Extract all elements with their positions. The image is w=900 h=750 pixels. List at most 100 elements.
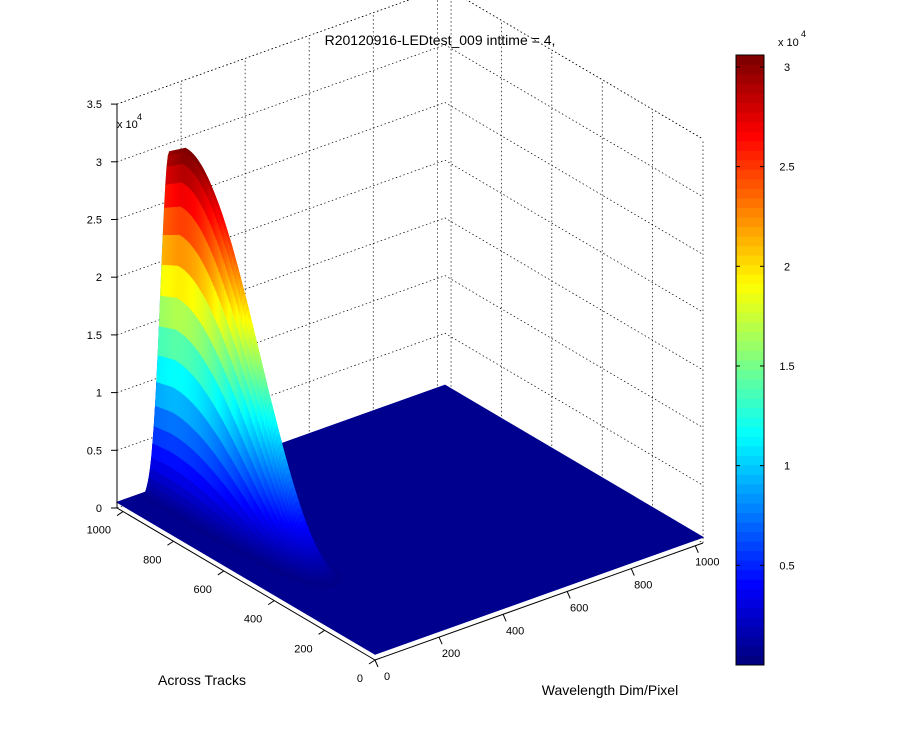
colorbar-segment (736, 617, 764, 628)
colorbar-segment (736, 398, 764, 409)
z-tick-label: 3.5 (87, 99, 102, 111)
y-tick (217, 570, 225, 576)
x-tick (566, 591, 571, 599)
colorbar-segment (736, 569, 764, 580)
colorbar-segment (736, 350, 764, 361)
colorbar-segment (736, 455, 764, 466)
colorbar-segment (736, 474, 764, 485)
colorbar-segment (736, 445, 764, 456)
colorbar-segment (736, 312, 764, 323)
colorbar-segment (736, 169, 764, 180)
x-tick-label: 200 (442, 648, 460, 660)
colorbar-segment (736, 197, 764, 208)
colorbar-tick-label: 0.5 (779, 560, 794, 572)
colorbar-segment (736, 121, 764, 132)
colorbar-segment (736, 407, 764, 418)
y-tick-label: 600 (193, 584, 211, 596)
colorbar-segment (736, 112, 764, 123)
colorbar-segment (736, 483, 764, 494)
y-axis-label: Across Tracks (158, 672, 246, 688)
x-tick (438, 636, 443, 645)
z-multiplier: x 10 (117, 119, 138, 131)
y-tick-label: 0 (357, 673, 363, 685)
z-tick-label: 0 (96, 503, 102, 515)
x-tick (630, 568, 635, 576)
colorbar-segment (736, 55, 764, 66)
colorbar-segment (736, 645, 764, 656)
colorbar-segment (736, 226, 764, 237)
colorbar-segment (736, 426, 764, 437)
x-tick-label: 1000 (695, 557, 719, 569)
colorbar-tick-label: 1 (784, 461, 790, 473)
colorbar-tick-label: 3 (784, 62, 790, 74)
colorbar-segment (736, 464, 764, 475)
colorbar-multiplier-exp: 4 (801, 29, 806, 39)
colorbar-segment (736, 264, 764, 275)
z-tick-label: 2 (96, 272, 102, 284)
z-tick-label: 1.5 (87, 330, 102, 342)
x-tick (374, 659, 379, 668)
z-tick-label: 1 (96, 388, 102, 400)
colorbar-segment (736, 140, 764, 151)
gridline-z (116, 44, 704, 198)
y-tick (167, 540, 174, 546)
y-tick (267, 600, 275, 606)
z-tick-label: 2.5 (87, 215, 102, 227)
colorbar-segment (736, 178, 764, 189)
colorbar-segment (736, 388, 764, 399)
x-axis-label: Wavelength Dim/Pixel (542, 682, 678, 698)
colorbar-segment (736, 302, 764, 313)
colorbar-segment (736, 293, 764, 304)
y-tick-label: 200 (294, 643, 312, 655)
colorbar-segment (736, 245, 764, 256)
colorbar-segment (736, 626, 764, 637)
colorbar-segment (736, 379, 764, 390)
chart-title: R20120916-LEDtest_009 inttime = 4, (325, 32, 556, 48)
colorbar-segment (736, 131, 764, 142)
gridline-z (116, 102, 704, 255)
colorbar-segment (736, 493, 764, 504)
colorbar-segment (736, 417, 764, 428)
colorbar-segment (736, 321, 764, 332)
y-tick-label: 1000 (87, 525, 111, 537)
colorbar-segment (736, 550, 764, 561)
x-tick-label: 0 (384, 671, 390, 683)
colorbar-tick-label: 2.5 (779, 162, 794, 174)
colorbar-segment (736, 64, 764, 75)
colorbar-segment (736, 369, 764, 380)
colorbar: 0.5 1 1.5 2 2.5 3 (735, 54, 795, 666)
x-tick (694, 545, 699, 553)
colorbar-segment (736, 598, 764, 609)
surface-plot (115, 147, 705, 655)
x-tick-label: 600 (570, 602, 588, 614)
colorbar-segment (736, 150, 764, 161)
x-tick-label: 800 (634, 580, 652, 592)
colorbar-segment (736, 588, 764, 599)
colorbar-segment (736, 436, 764, 447)
y-tick (116, 511, 124, 516)
y-tick-label: 400 (244, 614, 262, 626)
colorbar-segment (736, 283, 764, 294)
colorbar-tick-label: 2 (784, 261, 790, 273)
colorbar-segment (736, 93, 764, 104)
colorbar-segment (736, 531, 764, 542)
colorbar-segment (736, 655, 764, 666)
colorbar-segment (736, 512, 764, 523)
x-tick-label: 400 (506, 625, 524, 637)
colorbar-segment (736, 541, 764, 552)
x-tick (502, 614, 507, 622)
y-tick (368, 659, 376, 665)
y-tick (318, 629, 325, 635)
z-tick-label: 3 (96, 157, 102, 169)
colorbar-segment (736, 102, 764, 113)
colorbar-segment (736, 255, 764, 266)
colorbar-segment (736, 188, 764, 199)
colorbar-segment (736, 560, 764, 571)
colorbar-segment (736, 502, 764, 513)
colorbar-segment (736, 274, 764, 285)
z-multiplier-exp: 4 (137, 112, 142, 122)
colorbar-tick-label: 1.5 (779, 361, 794, 373)
colorbar-segment (736, 83, 764, 94)
colorbar-segment (736, 217, 764, 228)
colorbar-segment (736, 522, 764, 533)
